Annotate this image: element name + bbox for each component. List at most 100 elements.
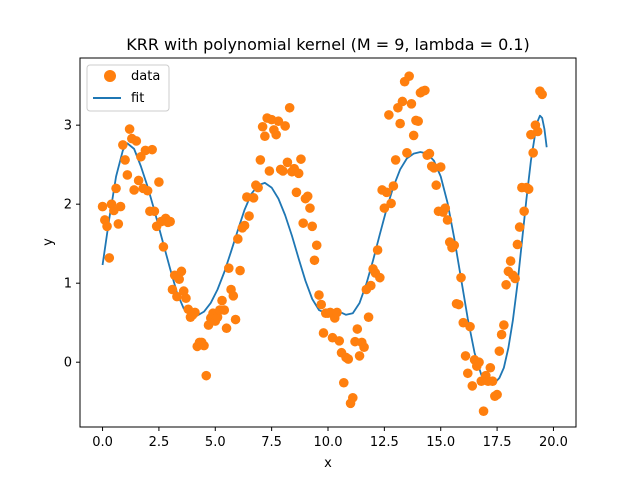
data-point xyxy=(284,102,295,113)
data-point xyxy=(354,351,365,361)
data-point xyxy=(280,121,290,131)
x-tick-label: 7.5 xyxy=(261,435,282,450)
data-point xyxy=(278,166,288,176)
data-point xyxy=(248,193,259,203)
data-point xyxy=(381,187,392,198)
data-point xyxy=(296,154,306,164)
data-point xyxy=(271,129,281,140)
data-point xyxy=(221,323,232,334)
data-point xyxy=(305,203,315,213)
data-point xyxy=(338,377,349,388)
data-point xyxy=(224,263,234,273)
data-point xyxy=(413,116,423,127)
data-point xyxy=(523,184,534,194)
data-point xyxy=(102,221,112,232)
data-point xyxy=(519,206,529,217)
data-point xyxy=(453,299,464,310)
data-point xyxy=(424,148,435,159)
data-point xyxy=(334,336,345,346)
data-point xyxy=(528,148,538,158)
x-axis: 0.0 2.5 5.0 7.5 10.0 12.5 15.0 17.5 20.0 xyxy=(92,427,568,450)
data-point xyxy=(302,191,313,202)
data-point xyxy=(311,240,322,251)
data-point xyxy=(499,320,509,330)
data-point xyxy=(293,168,304,179)
data-point xyxy=(111,183,121,194)
data-point xyxy=(122,170,133,180)
y-tick-label: 2 xyxy=(64,198,72,213)
data-point xyxy=(496,329,507,340)
data-point xyxy=(390,155,401,165)
data-point xyxy=(172,291,182,302)
x-axis-label: x xyxy=(324,456,332,471)
y-axis: 0 1 2 3 xyxy=(64,119,80,371)
data-point xyxy=(408,130,419,141)
data-point xyxy=(460,351,471,361)
data-point xyxy=(388,181,399,191)
data-point xyxy=(230,314,241,325)
legend-fit-label: fit xyxy=(131,91,144,106)
y-tick-label: 0 xyxy=(64,356,72,371)
data-point xyxy=(332,307,342,318)
x-tick-label: 5.0 xyxy=(205,435,226,450)
data-point xyxy=(384,110,394,120)
data-point xyxy=(142,185,153,196)
data-point xyxy=(465,321,475,332)
data-point xyxy=(174,274,184,285)
data-point xyxy=(282,157,293,168)
data-point xyxy=(375,272,385,283)
data-point xyxy=(228,291,239,301)
data-point xyxy=(273,116,284,127)
data-point xyxy=(233,234,243,244)
data-point xyxy=(115,201,126,212)
data-point xyxy=(257,121,268,132)
data-point xyxy=(456,272,466,283)
data-point xyxy=(131,136,142,146)
data-point xyxy=(348,392,358,403)
data-point xyxy=(176,266,187,277)
data-point xyxy=(487,376,498,386)
data-point xyxy=(440,203,451,213)
data-point xyxy=(514,222,525,232)
data-point xyxy=(118,140,128,150)
legend: data fit xyxy=(86,64,170,112)
data-point xyxy=(505,256,516,266)
data-point xyxy=(352,324,363,334)
data-point xyxy=(219,305,230,315)
data-point xyxy=(343,354,354,364)
data-point xyxy=(120,155,130,165)
x-tick-label: 20.0 xyxy=(539,435,568,450)
data-point xyxy=(435,162,446,172)
data-point xyxy=(318,328,329,338)
data-point xyxy=(291,187,302,198)
data-point xyxy=(492,389,502,400)
data-point xyxy=(199,340,209,351)
data-point xyxy=(510,273,520,284)
data-point xyxy=(167,284,178,295)
data-point xyxy=(462,368,473,379)
data-point xyxy=(494,346,505,356)
data-point xyxy=(217,295,227,306)
data-point xyxy=(239,220,250,231)
data-point xyxy=(133,175,144,186)
data-point xyxy=(537,89,547,100)
data-point xyxy=(113,219,124,229)
data-point xyxy=(363,312,374,322)
x-tick-label: 0.0 xyxy=(92,435,113,450)
x-tick-label: 10.0 xyxy=(314,435,343,450)
legend-data-label: data xyxy=(131,69,160,84)
data-point xyxy=(395,118,405,129)
data-point xyxy=(149,206,160,217)
y-tick-label: 1 xyxy=(64,277,72,292)
data-point xyxy=(309,255,320,266)
data-point xyxy=(158,242,169,252)
data-point xyxy=(147,144,157,155)
data-point xyxy=(402,148,412,158)
x-tick-label: 2.5 xyxy=(149,435,170,450)
data-point xyxy=(165,216,175,227)
data-point xyxy=(104,253,115,263)
data-point xyxy=(431,180,442,191)
data-point xyxy=(359,342,369,352)
data-point xyxy=(379,203,390,213)
data-point xyxy=(512,239,523,250)
